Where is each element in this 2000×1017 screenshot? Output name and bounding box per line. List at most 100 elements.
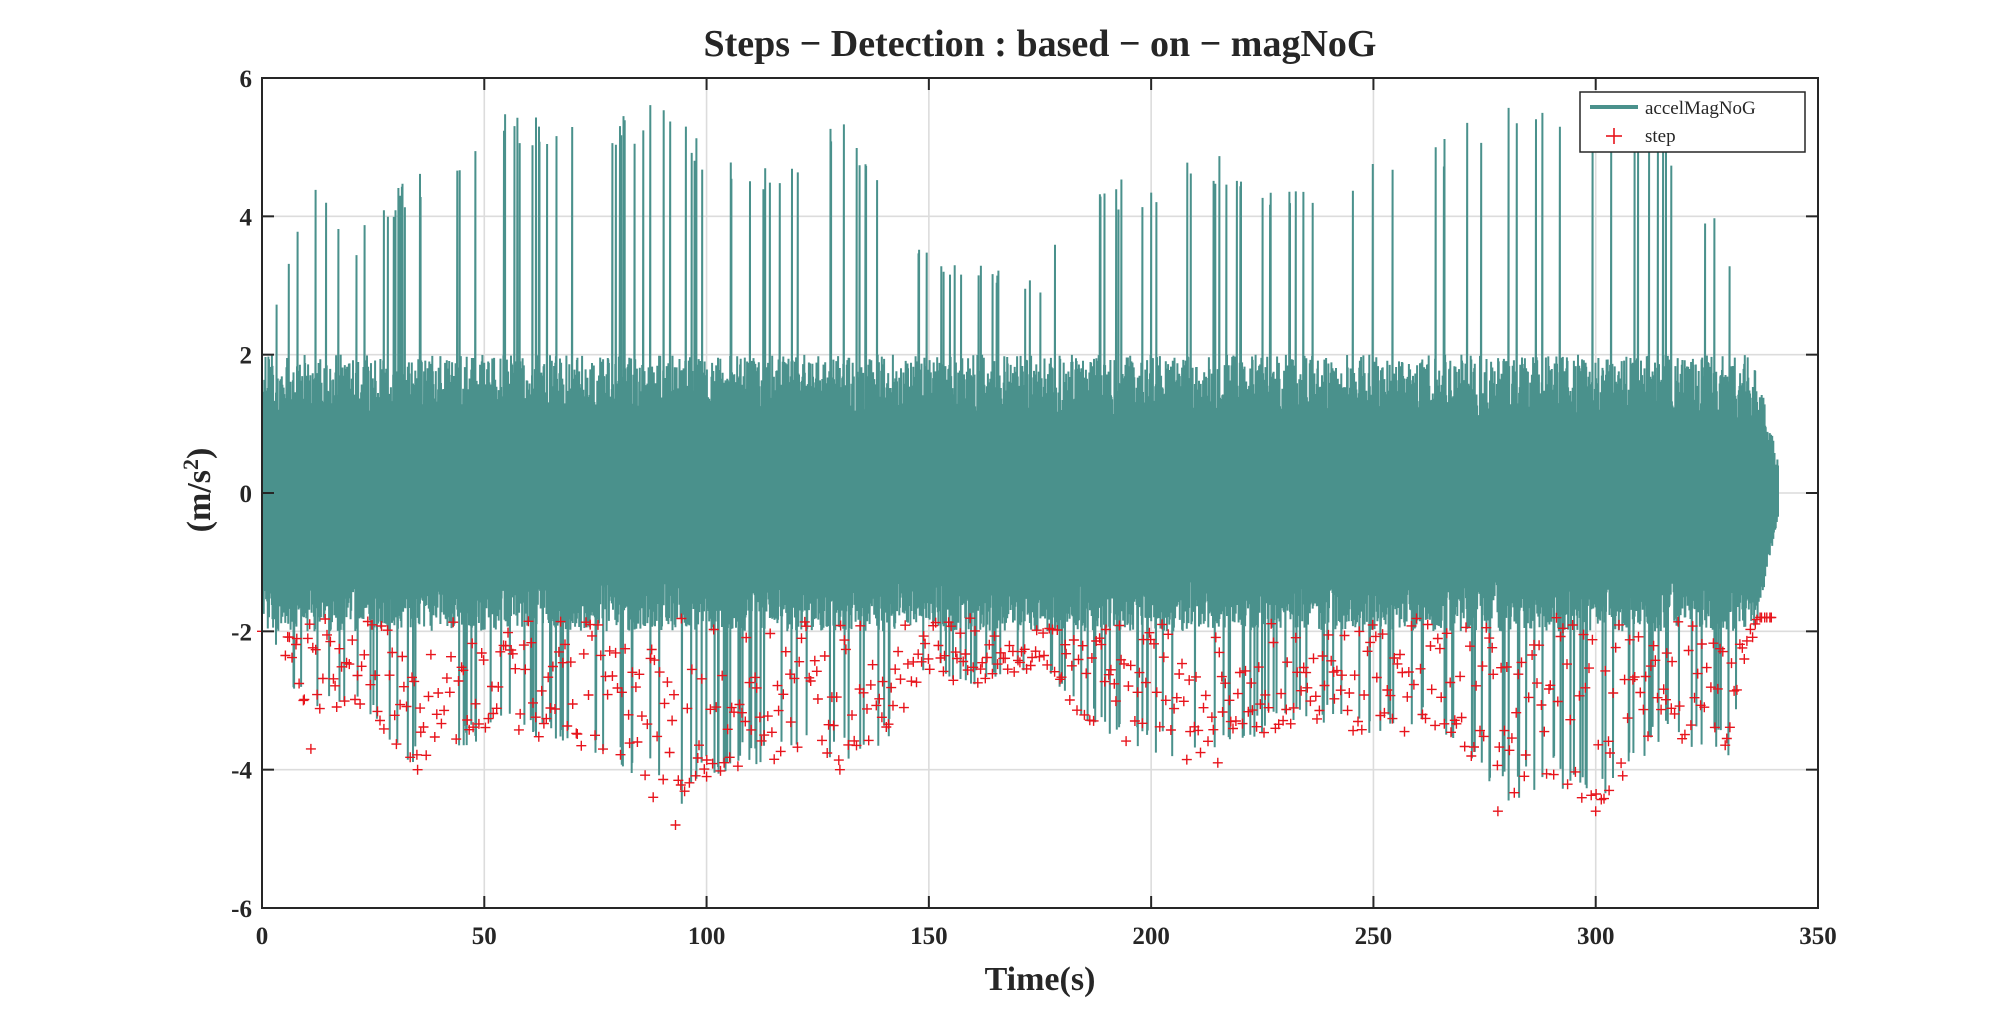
step-marker — [1263, 702, 1274, 713]
step-marker — [616, 687, 627, 698]
step-marker — [1557, 623, 1568, 634]
step-marker — [669, 689, 679, 700]
step-marker — [654, 667, 665, 678]
step-marker — [1203, 736, 1213, 747]
step-marker — [1000, 653, 1011, 664]
step-marker — [415, 727, 426, 738]
step-marker — [458, 665, 469, 676]
step-marker — [1640, 671, 1651, 682]
step-marker — [1721, 733, 1732, 744]
step-marker — [858, 687, 869, 698]
step-marker — [375, 715, 385, 726]
step-marker — [911, 677, 922, 688]
step-marker — [1532, 678, 1542, 689]
step-marker — [1689, 692, 1700, 703]
step-marker — [1247, 705, 1258, 716]
step-marker — [751, 682, 762, 693]
step-marker — [799, 616, 810, 627]
step-marker — [1255, 699, 1266, 710]
step-marker — [1461, 622, 1471, 633]
step-marker — [1673, 616, 1684, 627]
step-marker — [970, 625, 980, 636]
step-marker — [696, 673, 707, 684]
legend-box — [1579, 91, 1806, 153]
step-marker — [895, 674, 906, 685]
step-marker — [350, 694, 360, 705]
step-marker — [1077, 640, 1088, 651]
step-marker — [1119, 658, 1129, 669]
step-marker — [1586, 790, 1597, 801]
step-marker — [1587, 634, 1598, 645]
step-marker — [453, 676, 464, 686]
step-marker — [1389, 653, 1400, 663]
step-marker — [1459, 741, 1470, 752]
step-marker — [1079, 709, 1090, 720]
step-marker — [835, 620, 846, 631]
step-marker — [1720, 740, 1731, 751]
step-marker — [1260, 689, 1271, 700]
legend-label-step: step — [1645, 126, 1676, 147]
step-marker — [291, 639, 301, 650]
step-marker — [1739, 654, 1750, 664]
y-axis-label: (m/s2) — [178, 448, 218, 533]
step-marker — [1403, 667, 1414, 677]
step-marker — [1635, 687, 1646, 698]
step-marker — [467, 638, 478, 649]
step-marker — [1004, 640, 1015, 651]
step-marker — [294, 678, 305, 689]
step-marker — [946, 621, 957, 632]
step-marker — [1584, 663, 1594, 674]
step-marker — [649, 655, 660, 666]
step-marker — [1658, 684, 1669, 695]
step-marker — [785, 669, 796, 680]
step-marker — [1570, 766, 1581, 777]
step-marker — [686, 664, 697, 675]
step-marker — [1574, 690, 1585, 701]
step-marker — [1301, 667, 1312, 678]
step-marker — [541, 713, 552, 724]
step-marker — [1477, 661, 1488, 672]
step-marker — [989, 631, 1000, 642]
step-marker — [741, 632, 752, 643]
step-marker — [823, 719, 834, 730]
step-marker — [766, 727, 777, 738]
step-marker — [938, 666, 949, 677]
step-marker — [769, 754, 780, 765]
step-marker — [359, 649, 370, 660]
step-marker — [291, 633, 302, 644]
step-marker — [418, 722, 429, 732]
step-marker — [865, 679, 876, 690]
step-marker — [320, 614, 331, 624]
x-axis-label: Time(s) — [985, 961, 1096, 998]
y-axis-label-tail: ) — [181, 448, 218, 459]
step-marker — [987, 668, 998, 679]
step-marker — [623, 709, 634, 720]
legend: accelMagNoG step — [1579, 91, 1806, 153]
step-marker — [615, 749, 626, 760]
step-marker — [1633, 631, 1644, 642]
step-marker — [1362, 646, 1373, 657]
step-marker — [913, 649, 924, 660]
step-marker — [1335, 685, 1346, 696]
step-marker — [893, 646, 904, 657]
step-marker — [1439, 718, 1450, 729]
step-marker — [902, 658, 913, 669]
step-marker — [1605, 748, 1615, 758]
step-marker — [1072, 705, 1082, 716]
step-marker — [1616, 758, 1627, 769]
x-tick-label: 200 — [1132, 923, 1170, 950]
step-marker — [372, 706, 383, 717]
step-marker — [918, 631, 929, 642]
step-marker — [1163, 629, 1174, 640]
step-marker — [886, 682, 897, 693]
step-marker — [715, 765, 726, 776]
step-marker — [699, 764, 710, 775]
step-marker — [1614, 619, 1624, 630]
step-marker — [604, 645, 615, 656]
step-marker — [1121, 736, 1132, 747]
step-marker — [1492, 806, 1503, 817]
step-marker — [565, 657, 576, 668]
step-marker — [1288, 702, 1299, 713]
step-marker — [473, 718, 484, 729]
step-marker — [507, 648, 518, 659]
